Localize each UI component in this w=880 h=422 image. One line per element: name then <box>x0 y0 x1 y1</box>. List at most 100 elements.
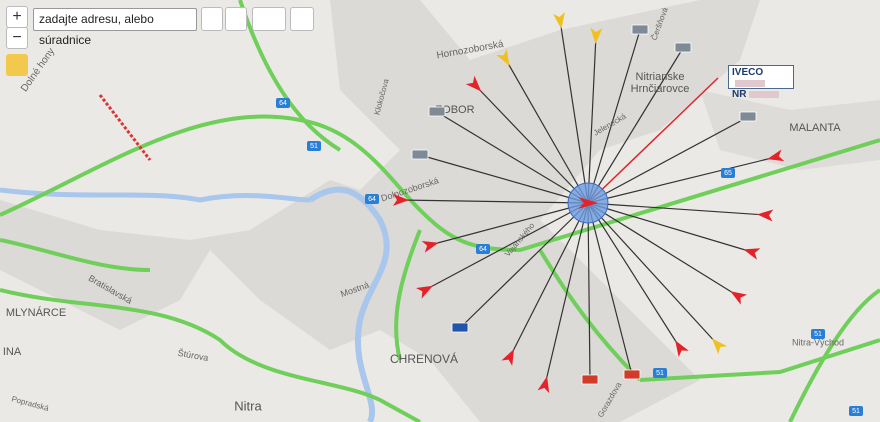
track-line <box>587 47 684 204</box>
vehicle-arrow <box>711 338 728 355</box>
vehicle-truck <box>451 322 469 333</box>
vehicle-arrow <box>553 12 565 29</box>
track-line <box>559 19 589 204</box>
highway <box>538 248 642 382</box>
place-label: CHRENOVÁ <box>390 351 458 366</box>
road-number: 64 <box>479 246 487 253</box>
vehicle-arrow <box>757 209 774 222</box>
road-shield <box>476 244 490 254</box>
road-shield <box>811 329 825 339</box>
vehicle-arrow <box>590 27 603 44</box>
track-line <box>509 202 589 358</box>
road-number: 64 <box>368 196 376 203</box>
track-line <box>587 202 633 376</box>
track-line <box>459 202 589 329</box>
vehicle-truck <box>581 374 599 385</box>
plate: NR <box>732 89 747 100</box>
urban-area <box>0 0 760 422</box>
place-label: Nitrianske <box>636 71 685 83</box>
vehicle-truck <box>428 106 446 117</box>
poi-button[interactable] <box>225 7 247 31</box>
vehicle-arrow <box>496 48 510 66</box>
highway <box>788 288 880 422</box>
place-label: Nitra <box>234 398 262 413</box>
zoom-out[interactable]: − <box>6 27 28 49</box>
track-line <box>436 111 589 204</box>
place-label: Štúrova <box>177 348 209 363</box>
road-shield <box>307 141 321 151</box>
highway <box>238 0 342 152</box>
urban-area <box>700 90 880 170</box>
traffic-button[interactable] <box>252 7 286 31</box>
track-line <box>587 202 681 349</box>
road-shield <box>276 98 290 108</box>
search-input[interactable]: zadajte adresu, alebo súradnice <box>33 8 197 47</box>
vehicle-truck <box>631 24 649 35</box>
brand: IVECO <box>732 67 764 78</box>
redacted <box>735 79 765 87</box>
track-line <box>429 202 589 246</box>
vehicle-arrow <box>415 285 433 299</box>
track-line <box>474 84 589 204</box>
track-line <box>587 202 767 216</box>
locate-button[interactable] <box>201 7 223 31</box>
track-line <box>544 202 589 386</box>
vehicle-arrow <box>465 75 482 92</box>
road-number: 51 <box>814 331 822 338</box>
track-line <box>504 57 589 204</box>
messages-button[interactable] <box>290 7 314 31</box>
track-line <box>424 202 589 291</box>
center-vehicle <box>578 197 598 209</box>
vehicle-arrow <box>537 376 550 394</box>
road-number: 51 <box>310 143 318 150</box>
track-line <box>587 202 719 346</box>
street-view[interactable] <box>6 54 28 76</box>
vehicle-arrow <box>730 291 748 305</box>
place-label: Nitra-Východ <box>792 337 844 347</box>
track-line <box>587 202 591 381</box>
road-number: 51 <box>852 408 860 415</box>
vehicle-arrow <box>392 193 409 206</box>
road-shield <box>365 194 379 204</box>
vehicle-arrow <box>743 248 761 260</box>
highway <box>394 229 422 361</box>
river <box>0 187 311 203</box>
road-number: 51 <box>656 370 664 377</box>
vehicle-truck <box>739 111 757 122</box>
track-line <box>587 34 597 204</box>
place-label: INA <box>3 346 22 358</box>
highway <box>0 238 151 272</box>
closure <box>98 94 152 161</box>
road-shield <box>721 168 735 178</box>
track-line <box>587 29 641 204</box>
popup-plate-row: NR <box>732 89 790 100</box>
vehicle-arrow <box>767 149 785 162</box>
river <box>308 186 390 422</box>
redacted <box>749 90 780 98</box>
highway <box>639 338 880 382</box>
vehicle-arrow <box>421 240 439 253</box>
road-number: 65 <box>724 170 732 177</box>
place-label: MALANTA <box>789 122 841 134</box>
track-line <box>399 199 589 204</box>
place-label: MLYNÁRCE <box>6 306 66 319</box>
highway <box>0 288 421 422</box>
vehicle-arrow <box>675 340 689 358</box>
zoom-in[interactable]: + <box>6 6 28 28</box>
road-number: 64 <box>279 100 287 107</box>
track-line <box>587 156 777 204</box>
road-shield <box>653 368 667 378</box>
place-label: Popradská <box>10 394 50 413</box>
place-label: Hrnčiarovce <box>631 83 690 95</box>
track-line <box>587 116 749 204</box>
selected-track <box>587 77 719 204</box>
vehicle-truck <box>623 369 641 380</box>
vehicle-truck <box>674 42 692 53</box>
vehicle-popup[interactable]: IVECO NR <box>728 65 794 100</box>
track-line <box>419 154 589 204</box>
track-line <box>587 202 753 253</box>
vehicle-arrow <box>501 348 515 366</box>
popup-brand-row: IVECO <box>732 67 790 89</box>
